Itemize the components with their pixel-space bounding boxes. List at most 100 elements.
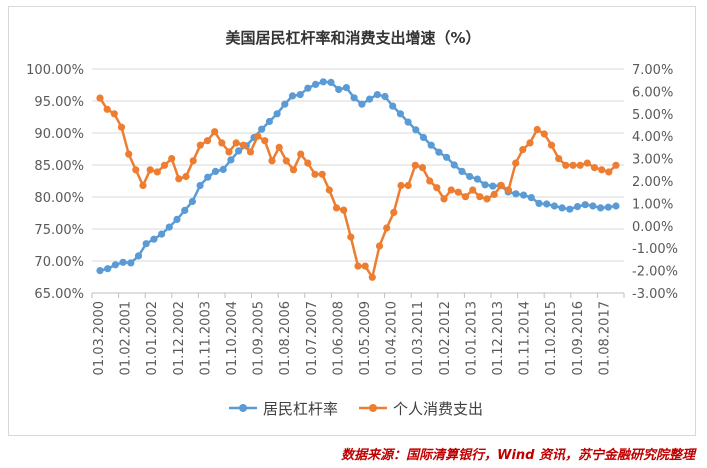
data-point bbox=[466, 172, 474, 181]
data-point bbox=[483, 195, 491, 203]
data-point bbox=[368, 273, 376, 281]
data-point bbox=[590, 164, 599, 172]
data-point bbox=[146, 166, 154, 174]
data-point bbox=[519, 146, 527, 154]
data-point bbox=[168, 155, 176, 163]
data-point bbox=[454, 188, 462, 196]
data-point bbox=[288, 92, 297, 100]
data-point bbox=[427, 141, 435, 149]
right-axis: -3.00% -2.00% -1.00% 0.00% 1.00% 2.00% 3.00% 4.… bbox=[632, 63, 678, 302]
data-point bbox=[273, 110, 281, 118]
data-point bbox=[489, 182, 497, 190]
data-point bbox=[397, 181, 405, 190]
data-point bbox=[203, 137, 212, 145]
data-point bbox=[258, 125, 266, 133]
data-point bbox=[566, 205, 574, 213]
data-point bbox=[581, 201, 589, 209]
data-point bbox=[476, 193, 484, 201]
data-point bbox=[412, 126, 420, 134]
left-tick-label: 90.00% bbox=[34, 127, 84, 142]
data-point bbox=[318, 170, 326, 178]
legend-marker bbox=[369, 404, 377, 412]
x-tick-label: 01.10.2004 bbox=[225, 301, 240, 375]
data-point bbox=[383, 224, 391, 232]
series-layer bbox=[96, 78, 620, 281]
data-point bbox=[481, 181, 489, 189]
data-point bbox=[373, 91, 381, 99]
data-point bbox=[327, 78, 335, 86]
series-line bbox=[98, 97, 617, 279]
source-note: 数据来源：国际清算银行，Wind 资讯，苏宁金融研究院整理 bbox=[341, 448, 695, 463]
data-point bbox=[512, 190, 520, 198]
left-tick-label: 75.00% bbox=[34, 223, 84, 238]
x-tick-label: 01.05.2009 bbox=[358, 301, 373, 375]
data-point bbox=[104, 265, 112, 273]
data-point bbox=[381, 92, 389, 101]
data-point bbox=[304, 159, 312, 167]
data-point bbox=[612, 161, 620, 169]
data-point bbox=[265, 117, 273, 126]
data-point bbox=[547, 141, 556, 149]
data-point bbox=[211, 167, 220, 175]
data-point bbox=[181, 206, 189, 214]
data-point bbox=[389, 102, 397, 110]
data-point bbox=[375, 242, 384, 250]
data-point bbox=[150, 235, 158, 243]
data-point bbox=[361, 262, 369, 270]
data-point bbox=[396, 110, 404, 118]
x-tick-label: 01.04.2010 bbox=[385, 301, 400, 375]
data-point bbox=[404, 118, 412, 126]
right-tick-label: -3.00% bbox=[632, 287, 678, 302]
data-point bbox=[297, 150, 305, 158]
data-point bbox=[562, 161, 570, 169]
data-point bbox=[347, 233, 355, 241]
series-1 bbox=[96, 78, 620, 275]
x-tick-label: 01.12.2013 bbox=[491, 301, 506, 375]
x-tick-label: 01.09.2005 bbox=[252, 301, 267, 375]
data-point bbox=[358, 100, 366, 108]
data-point bbox=[182, 172, 190, 181]
data-point bbox=[404, 181, 412, 190]
right-tick-label: 1.00% bbox=[632, 197, 673, 212]
x-tick-label: 01.02.2001 bbox=[119, 301, 134, 375]
data-point bbox=[504, 186, 513, 194]
data-point bbox=[289, 166, 298, 174]
right-tick-label: 0.00% bbox=[632, 220, 673, 235]
x-tick-label: 01.03.2011 bbox=[411, 301, 426, 375]
right-tick-label: -2.00% bbox=[632, 265, 678, 280]
data-point bbox=[239, 141, 247, 149]
data-point bbox=[589, 202, 597, 210]
data-point bbox=[111, 261, 119, 269]
data-point bbox=[558, 204, 566, 212]
data-point bbox=[196, 141, 204, 149]
chart-title: 美国居民杠杆率和消费支出增速（%） bbox=[225, 29, 480, 47]
data-point bbox=[254, 132, 262, 140]
data-point bbox=[311, 170, 319, 178]
data-point bbox=[354, 262, 362, 270]
data-point bbox=[583, 159, 591, 167]
x-tick-label: 01.10.2015 bbox=[544, 301, 559, 375]
x-tick-label: 01.07.2007 bbox=[305, 301, 320, 375]
data-point bbox=[490, 190, 498, 198]
data-point bbox=[350, 94, 358, 102]
left-tick-label: 85.00% bbox=[34, 159, 84, 174]
data-point bbox=[440, 195, 448, 203]
data-point bbox=[605, 168, 613, 176]
data-point bbox=[419, 133, 428, 142]
left-tick-label: 100.00% bbox=[26, 63, 84, 78]
data-point bbox=[165, 223, 173, 231]
data-point bbox=[132, 166, 140, 174]
data-point bbox=[576, 161, 584, 169]
data-point bbox=[533, 125, 541, 134]
x-tick-label: 01.12.2002 bbox=[172, 301, 187, 375]
data-point bbox=[225, 148, 233, 156]
data-point bbox=[526, 139, 534, 147]
x-tick-label: 01.02.2012 bbox=[438, 301, 453, 375]
chart-svg: 美国居民杠杆率和消费支出增速（%） 65.00% 70.00% 75.00% 80.0… bbox=[26, 29, 678, 418]
x-tick-label: 01.11.2003 bbox=[198, 301, 213, 375]
data-point bbox=[335, 85, 343, 94]
data-point bbox=[555, 155, 563, 163]
data-point bbox=[597, 204, 605, 212]
left-axis: 65.00% 70.00% 75.00% 80.00% 85.00% 90.00% 95.0… bbox=[26, 63, 84, 302]
data-point bbox=[96, 94, 104, 102]
